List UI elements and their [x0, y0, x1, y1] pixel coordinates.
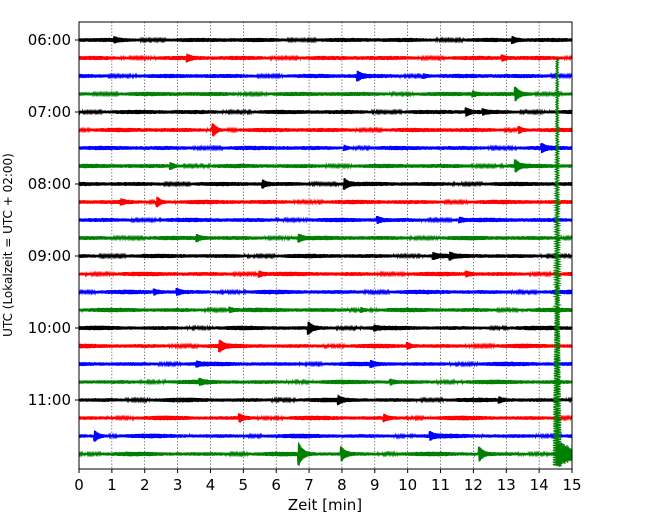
y-tick-label: 06:00: [28, 31, 71, 49]
trace-row-14: [78, 287, 573, 297]
x-axis-label: Zeit [min]: [288, 496, 362, 514]
x-tick-label: 5: [239, 476, 249, 494]
y-tick-label: 07:00: [28, 103, 71, 121]
x-tick-label: 7: [304, 476, 314, 494]
y-tick-layer: 06:00 07:00 08:00 09:00 10:00 11:00: [28, 31, 79, 409]
plot-frame: [78, 21, 573, 470]
trace-row-4: [78, 107, 573, 117]
x-tick-label: 6: [271, 476, 281, 494]
trace-row-3: [78, 86, 573, 102]
x-tick-label: 1: [107, 476, 117, 494]
x-tick-layer: 0 1 2 3 4 5 6 7 8 9 10 11 12 13 14 15: [74, 469, 582, 494]
x-tick-label: 15: [562, 476, 581, 494]
x-tick-label: 2: [140, 476, 150, 494]
trace-row-17: [78, 339, 573, 353]
trace-row-13: [78, 270, 573, 278]
trace-row-5: [78, 123, 573, 137]
x-tick-label: 13: [497, 476, 516, 494]
x-tick-label: 8: [337, 476, 347, 494]
trace-row-20: [78, 394, 573, 406]
trace-row-10: [78, 215, 573, 224]
trace-row-15: [78, 306, 573, 314]
x-tick-label: 4: [206, 476, 216, 494]
trace-row-18: [78, 359, 573, 368]
x-tick-label: 12: [464, 476, 483, 494]
trace-row-9: [78, 196, 573, 208]
x-tick-label: 3: [173, 476, 183, 494]
trace-row-7: [78, 159, 573, 173]
trace-row-23: [78, 442, 573, 466]
trace-row-1: [78, 53, 573, 63]
trace-row-16: [78, 321, 573, 335]
trace-row-11: [78, 233, 573, 243]
y-tick-label: 09:00: [28, 247, 71, 265]
x-tick-label: 11: [431, 476, 450, 494]
y-tick-label: 10:00: [28, 319, 71, 337]
trace-row-6: [78, 142, 573, 154]
x-tick-label: 14: [530, 476, 549, 494]
x-tick-label: 10: [398, 476, 417, 494]
y-tick-label: 08:00: [28, 175, 71, 193]
y-axis-label: UTC (Lokalzeit = UTC + 02:00): [1, 153, 15, 337]
quake-layer: [552, 58, 573, 467]
trace-row-12: [78, 251, 573, 261]
y-tick-label: 11:00: [28, 391, 71, 409]
trace-row-22: [78, 430, 573, 442]
trace-row-19: [78, 377, 573, 386]
quake-coda: [556, 441, 573, 467]
trace-row-21: [78, 413, 573, 423]
trace-row-0: [78, 35, 573, 45]
trace-row-2: [78, 70, 573, 82]
x-tick-label: 9: [370, 476, 380, 494]
trace-layer: [78, 35, 573, 466]
quake-wave: [552, 58, 563, 467]
x-tick-label: 0: [74, 476, 84, 494]
trace-row-8: [78, 178, 573, 190]
